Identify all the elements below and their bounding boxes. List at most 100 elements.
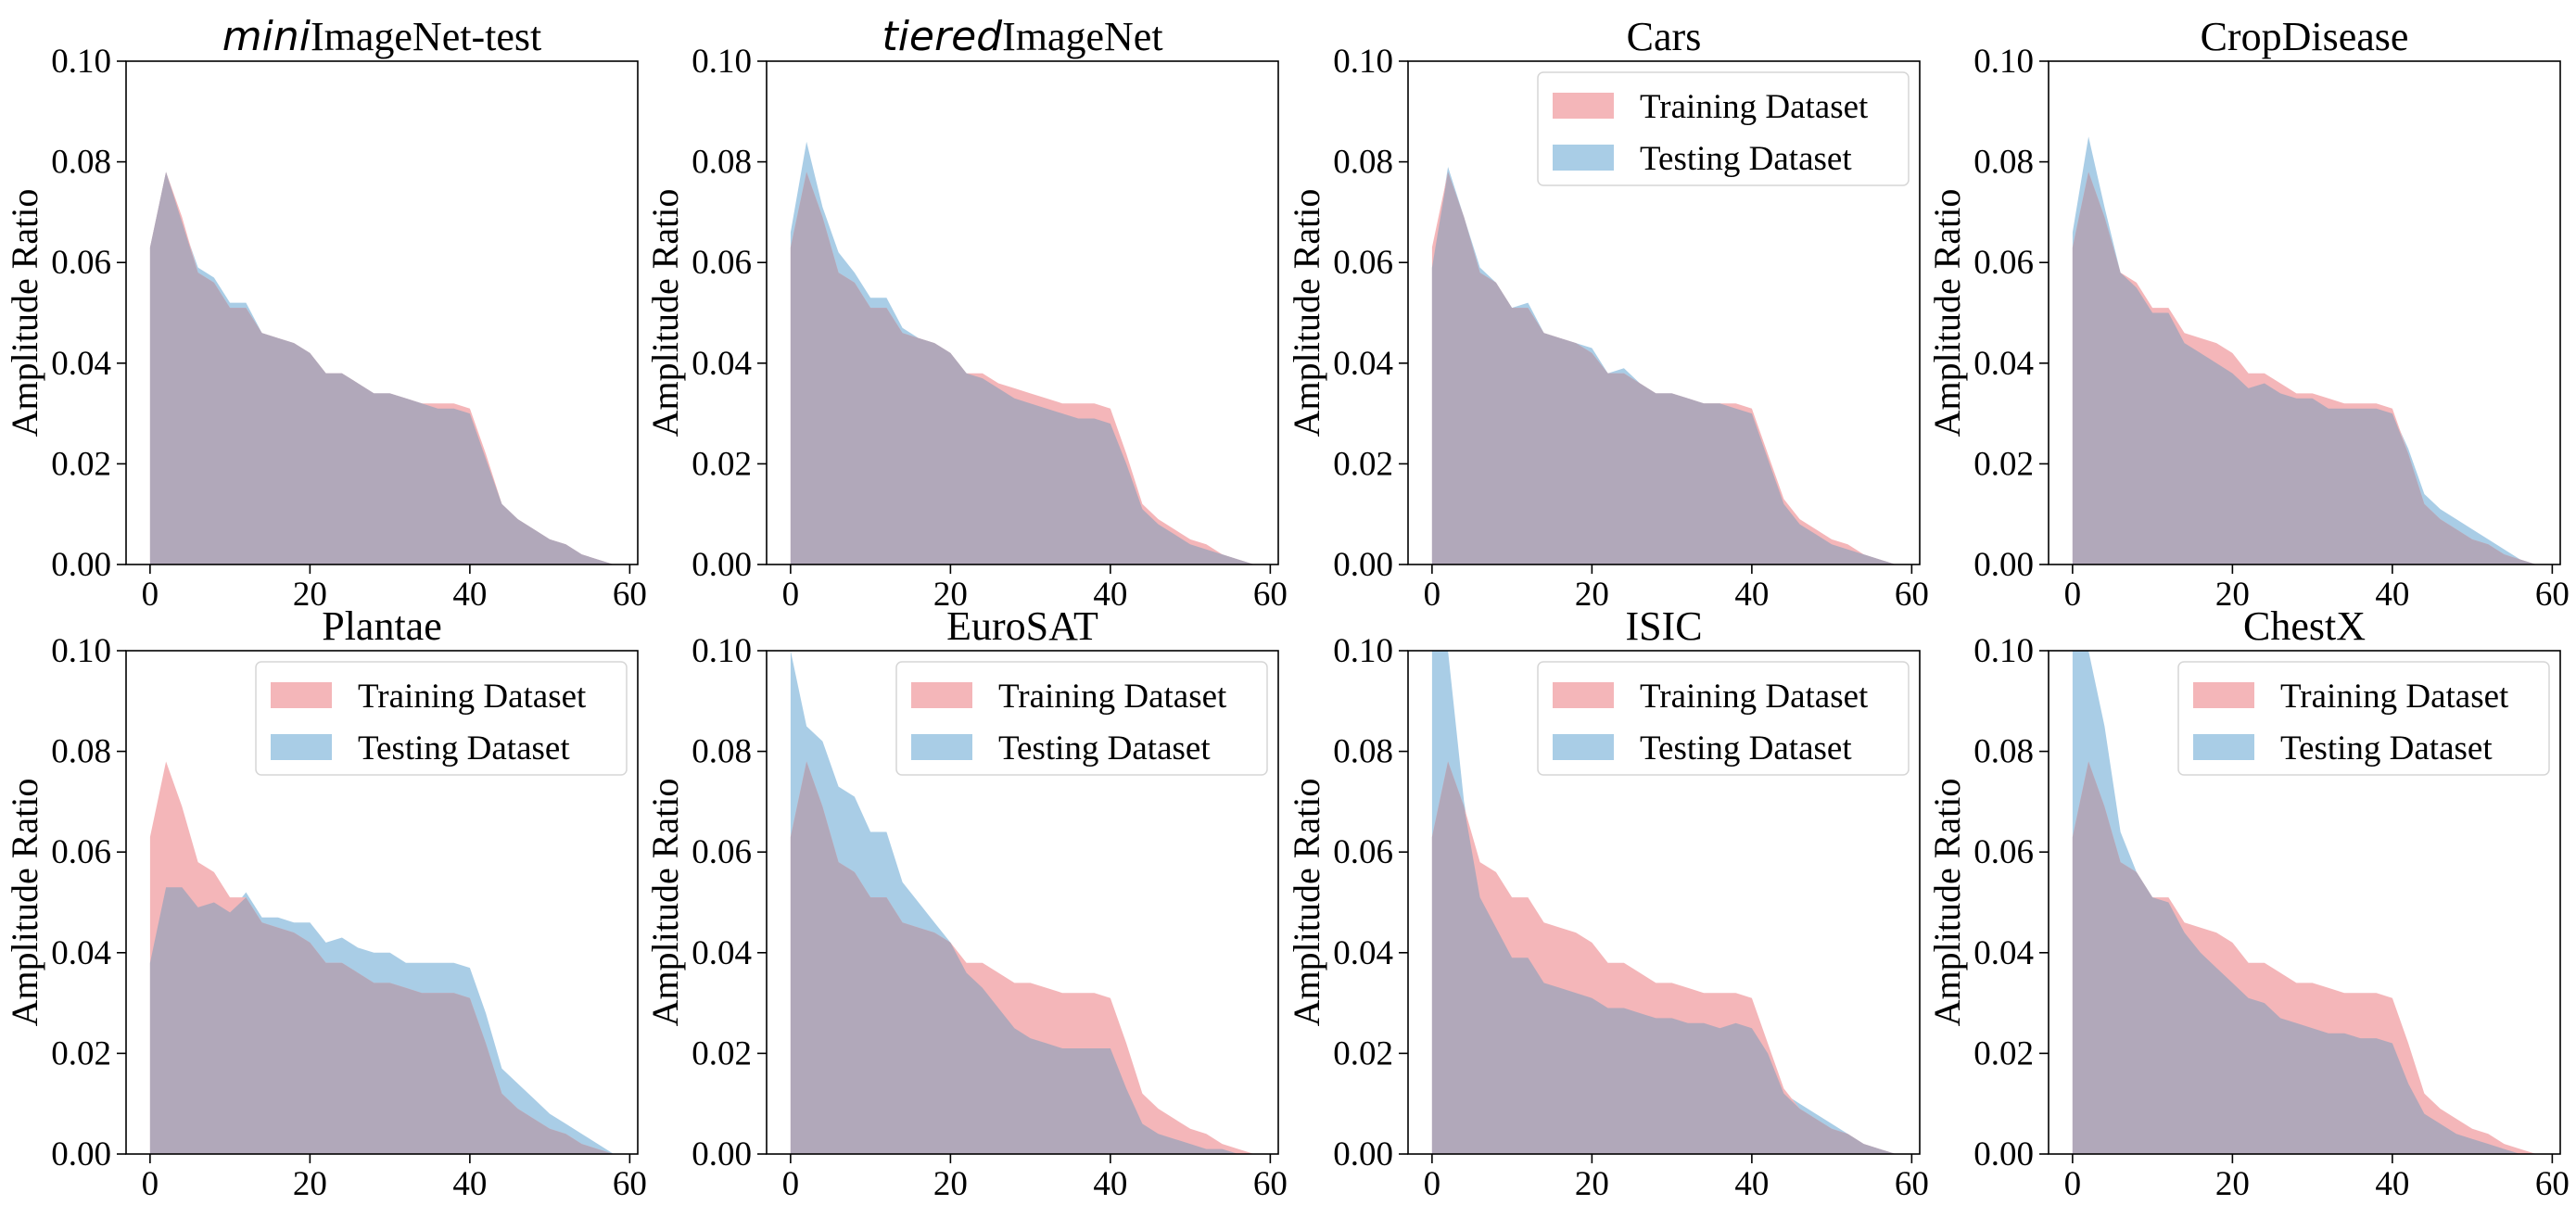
y-tick-label: 0.08: [1333, 733, 1393, 771]
legend-frame: [895, 661, 1268, 776]
legend-label-training: Training Dataset: [1640, 678, 1869, 716]
y-axis-label: Amplitude Ratio: [644, 779, 686, 1027]
y-tick-label: 0.00: [1333, 546, 1393, 584]
y-axis-label: Amplitude Ratio: [1926, 189, 1968, 438]
subplot-title: Plantae: [322, 603, 442, 649]
x-tick-label: 40: [2375, 576, 2409, 614]
x-tick-label: 60: [2535, 1165, 2570, 1203]
legend-frame: [1537, 661, 1910, 776]
y-tick-label: 0.04: [692, 345, 752, 383]
y-tick-label: 0.00: [692, 546, 752, 584]
legend-label-training: Training Dataset: [998, 678, 1227, 716]
y-axis-label: Amplitude Ratio: [4, 189, 45, 438]
x-tick-label: 0: [2064, 1165, 2082, 1203]
subplot-4: 0 20 40 60 0.00 0.02 0.04 0.06 0.08 0.10 Amplitude…: [1926, 14, 2570, 614]
legend-label-training: Training Dataset: [1640, 88, 1869, 126]
x-tick-label: 20: [1575, 576, 1609, 614]
overlap-area: [790, 171, 1255, 564]
legend-label-testing: Testing Dataset: [998, 729, 1211, 767]
y-tick-label: 0.04: [692, 934, 752, 972]
axes-frame: [125, 60, 639, 565]
subplot-title: ISIC: [1625, 603, 1702, 649]
y-tick-label: 0.04: [1333, 934, 1393, 972]
axes-frame: [1407, 60, 1921, 565]
legend-swatch-testing: [2193, 734, 2254, 760]
subplot-title: EuroSAT: [946, 603, 1098, 649]
y-axis-label: Amplitude Ratio: [1286, 779, 1327, 1027]
y-tick-label: 0.06: [1333, 244, 1393, 282]
y-tick-label: 0.04: [51, 934, 111, 972]
legend-swatch-training: [271, 682, 332, 708]
y-tick-label: 0.08: [692, 144, 752, 182]
x-tick-label: 60: [2535, 576, 2570, 614]
y-tick-label: 0.10: [51, 632, 111, 670]
legend: Training Dataset Testing Dataset: [895, 661, 1268, 776]
x-tick-label: 40: [452, 1165, 487, 1203]
legend-swatch-testing: [911, 734, 972, 760]
y-tick-label: 0.00: [692, 1135, 752, 1173]
overlap-area: [149, 887, 615, 1154]
y-axis-label: Amplitude Ratio: [4, 779, 45, 1027]
y-tick-label: 0.06: [51, 833, 111, 871]
legend-frame: [1537, 71, 1910, 186]
y-tick-label: 0.08: [1333, 144, 1393, 182]
overlap-area: [790, 761, 1255, 1154]
subplot-title: miniImageNet-test: [222, 13, 541, 60]
overlap-area: [1431, 761, 1897, 1154]
y-tick-label: 0.08: [51, 144, 111, 182]
legend-label-testing: Testing Dataset: [1640, 729, 1852, 767]
y-axis-label: Amplitude Ratio: [1926, 779, 1968, 1027]
x-tick-label: 0: [1424, 1165, 1441, 1203]
legend: Training Dataset Testing Dataset: [255, 661, 628, 776]
legend-swatch-training: [911, 682, 972, 708]
subplot-title-prefix: mini: [222, 13, 311, 60]
axes-frame: [1407, 650, 1921, 1155]
subplot-title: Cars: [1627, 14, 1702, 59]
legend-label-testing: Testing Dataset: [358, 729, 570, 767]
subplot-7: 0 20 40 60 0.00 0.02 0.04 0.06 0.08 0.10 Amplitude…: [1286, 603, 1929, 1203]
y-tick-label: 0.10: [692, 43, 752, 81]
y-tick-label: 0.02: [692, 1034, 752, 1072]
x-tick-label: 20: [293, 576, 327, 614]
axes-frame: [125, 650, 639, 1155]
subplot-title-main: ISIC: [1625, 603, 1702, 649]
subplot-title: ChestX: [2243, 603, 2366, 649]
legend: Training Dataset Testing Dataset: [1537, 661, 1910, 776]
subplot-title: tieredImageNet: [882, 13, 1162, 60]
x-tick-label: 40: [1734, 576, 1769, 614]
x-tick-label: 20: [2215, 576, 2250, 614]
legend-swatch-testing: [271, 734, 332, 760]
subplot-3: 0 20 40 60 0.00 0.02 0.04 0.06 0.08 0.10 Amplitude…: [1286, 14, 1929, 614]
x-tick-label: 0: [2064, 576, 2082, 614]
y-tick-label: 0.04: [1973, 934, 2034, 972]
y-tick-label: 0.06: [51, 244, 111, 282]
legend-swatch-training: [2193, 682, 2254, 708]
subplot-2: 0 20 40 60 0.00 0.02 0.04 0.06 0.08 0.10 Amplitude…: [644, 13, 1288, 614]
y-tick-label: 0.00: [51, 546, 111, 584]
x-tick-label: 40: [2375, 1165, 2409, 1203]
y-tick-label: 0.02: [1973, 1034, 2034, 1072]
y-tick-label: 0.06: [1973, 244, 2034, 282]
x-tick-label: 60: [613, 576, 647, 614]
subplot-title-prefix: tiered: [882, 13, 1003, 60]
y-tick-label: 0.10: [51, 43, 111, 81]
x-tick-label: 20: [293, 1165, 327, 1203]
y-tick-label: 0.10: [1333, 43, 1393, 81]
x-tick-label: 40: [1093, 1165, 1127, 1203]
x-tick-label: 0: [1424, 576, 1441, 614]
x-tick-label: 60: [1253, 1165, 1288, 1203]
legend-swatch-testing: [1553, 734, 1614, 760]
x-tick-label: 20: [2215, 1165, 2250, 1203]
x-tick-label: 20: [1575, 1165, 1609, 1203]
y-tick-label: 0.04: [1973, 345, 2034, 383]
x-tick-label: 60: [1895, 576, 1929, 614]
y-tick-label: 0.08: [692, 733, 752, 771]
axes-frame: [766, 60, 1279, 565]
subplot-title: CropDisease: [2201, 14, 2409, 59]
legend-swatch-training: [1553, 682, 1614, 708]
legend: Training Dataset Testing Dataset: [1537, 71, 1910, 186]
y-tick-label: 0.00: [1973, 1135, 2034, 1173]
y-axis-label: Amplitude Ratio: [1286, 189, 1327, 438]
subplot-title-main: EuroSAT: [946, 603, 1098, 649]
legend-frame: [2177, 661, 2550, 776]
